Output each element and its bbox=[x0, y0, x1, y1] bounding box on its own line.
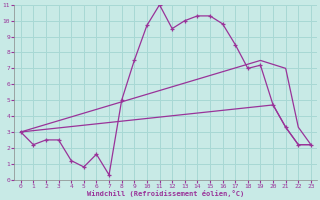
X-axis label: Windchill (Refroidissement éolien,°C): Windchill (Refroidissement éolien,°C) bbox=[87, 190, 244, 197]
